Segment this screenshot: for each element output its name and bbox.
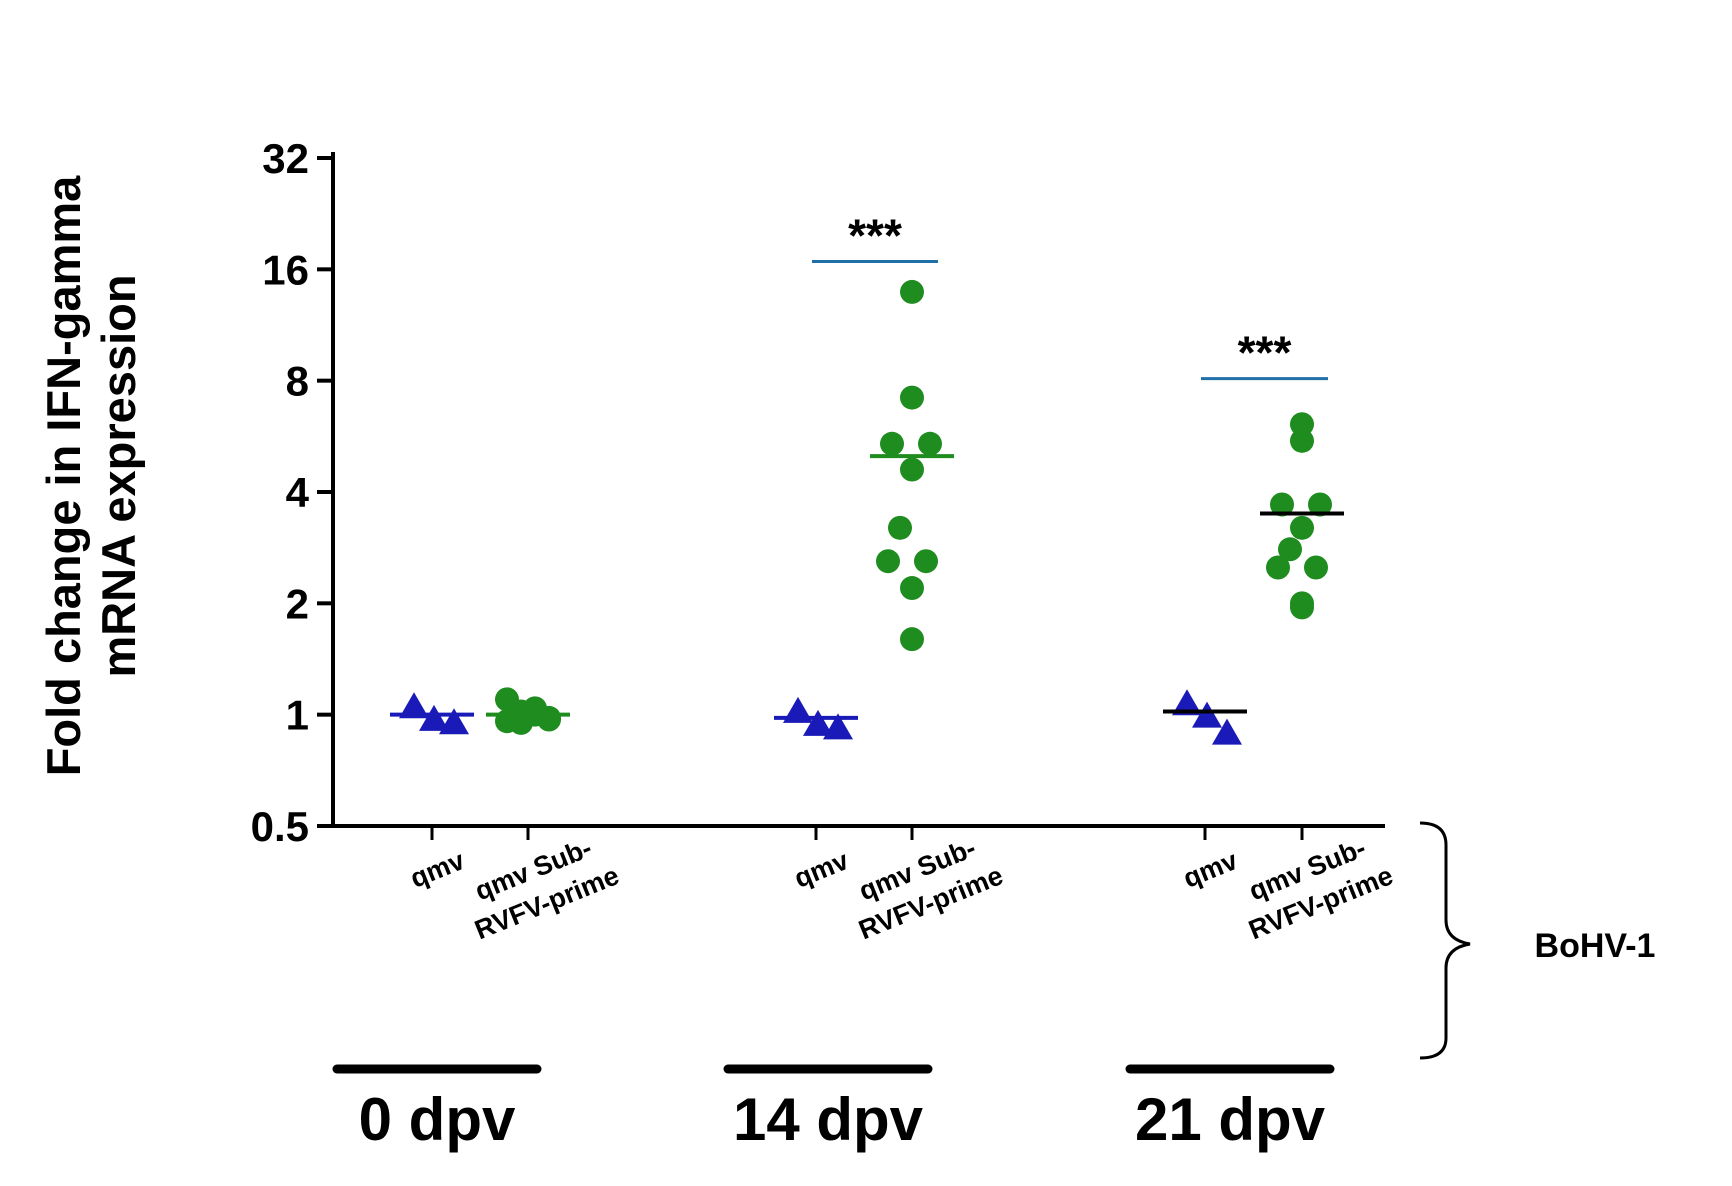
data-point-circle — [1290, 515, 1314, 540]
y-axis-label-line1: Fold change in IFN-gamma — [37, 175, 90, 776]
y-tick-label: 1 — [286, 692, 309, 739]
data-point-triangle — [823, 713, 853, 740]
data-point-circle — [1290, 595, 1314, 620]
category-label-line: qmv — [1179, 845, 1242, 894]
bracket-shape — [1419, 821, 1471, 1060]
y-tick-label: 8 — [286, 358, 309, 405]
data-point-triangle — [439, 708, 469, 735]
data-point-triangle — [1192, 701, 1222, 728]
y-axis-label-line2: mRNA expression — [92, 274, 145, 677]
data-point-circle — [1278, 537, 1302, 562]
data-point-circle — [900, 279, 924, 304]
data-point-circle — [537, 707, 561, 732]
data-point-circle — [888, 515, 912, 540]
data-point-circle — [880, 431, 904, 456]
data-marks: *** *** — [390, 209, 1344, 745]
category-label: qmv Sub-RVFV-prime — [1244, 832, 1397, 945]
significance-label: *** — [848, 209, 902, 261]
y-tick-label: 32 — [262, 135, 309, 182]
data-point-circle — [918, 431, 942, 456]
data-point-circle — [1304, 555, 1328, 580]
group-label: 14 dpv — [733, 1086, 924, 1153]
data-point-circle — [1290, 412, 1314, 437]
bracket-label: BoHV-1 — [1535, 927, 1656, 965]
axes: 0.5 1 2 4 8 16 32 — [251, 135, 1385, 850]
category-label: qmv — [790, 845, 853, 894]
data-point-circle — [1290, 428, 1314, 453]
y-tick-label: 16 — [262, 246, 309, 293]
data-point-circle — [1270, 492, 1294, 517]
data-point-circle — [900, 457, 924, 482]
y-tick-label: 0.5 — [251, 803, 309, 850]
data-point-circle — [1308, 492, 1332, 517]
significance-label: *** — [1238, 327, 1292, 379]
category-label: qmv — [1179, 845, 1242, 894]
category-label-line: qmv — [406, 845, 469, 894]
category-label-line: qmv — [790, 845, 853, 894]
data-point-circle — [900, 385, 924, 410]
group-label: 21 dpv — [1135, 1086, 1326, 1153]
category-label: qmv Sub-RVFV-prime — [854, 832, 1007, 945]
data-point-triangle — [803, 709, 833, 736]
data-point-triangle — [1172, 689, 1202, 716]
data-point-circle — [1266, 555, 1290, 580]
group-label: 0 dpv — [359, 1086, 516, 1153]
data-point-triangle — [399, 692, 429, 719]
y-tick-label: 2 — [286, 580, 309, 627]
data-point-circle — [914, 549, 938, 574]
data-point-circle — [900, 627, 924, 652]
y-tick-label: 4 — [286, 469, 310, 516]
y-axis-title: Fold change in IFN-gamma mRNA expression — [37, 175, 145, 776]
data-point-circle — [900, 576, 924, 601]
category-label: qmv Sub-RVFV-prime — [470, 832, 623, 945]
category-label: qmv — [406, 845, 469, 894]
bohv-bracket: BoHV-1 — [1419, 821, 1656, 1060]
data-point-triangle — [419, 704, 449, 731]
data-point-triangle — [1212, 718, 1242, 745]
data-point-circle — [876, 549, 900, 574]
